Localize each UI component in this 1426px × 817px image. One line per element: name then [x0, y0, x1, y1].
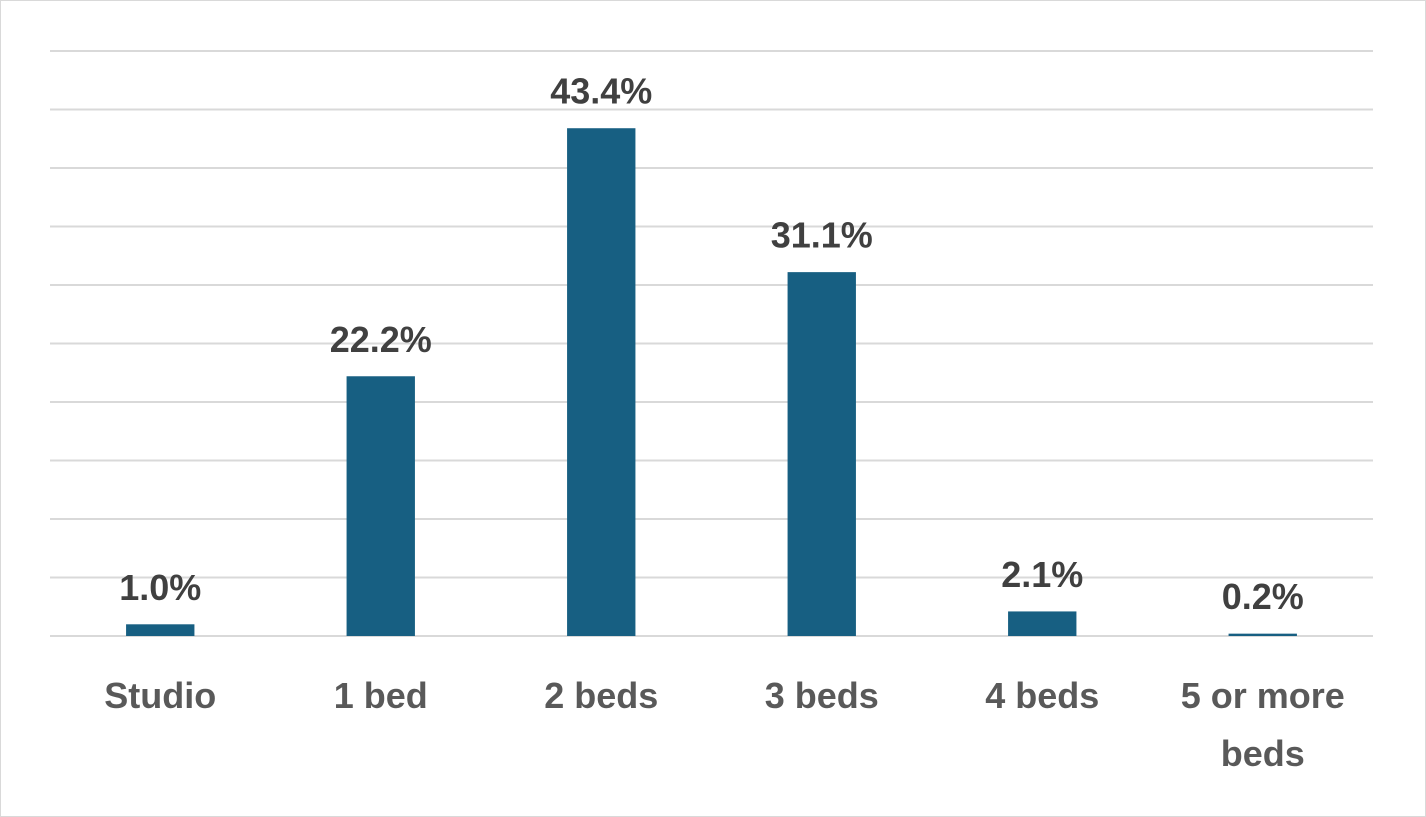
- x-tick-label: Studio: [104, 675, 217, 716]
- bar: [1008, 611, 1077, 636]
- bar: [1228, 633, 1297, 636]
- x-tick-label: 3 beds: [764, 675, 879, 716]
- x-tick-label: 2 beds: [544, 675, 659, 716]
- data-label: 22.2%: [330, 319, 432, 360]
- data-label: 1.0%: [119, 567, 201, 608]
- bar: [567, 128, 636, 636]
- x-tick-label: 1 bed: [333, 675, 428, 716]
- bar: [126, 624, 195, 636]
- x-tick-label: 4 beds: [985, 675, 1100, 716]
- bar: [787, 272, 856, 636]
- data-label: 0.2%: [1222, 576, 1304, 617]
- data-label: 43.4%: [550, 71, 652, 112]
- x-tick-label: 5 or more beds: [1180, 675, 1345, 774]
- bar: [346, 376, 415, 636]
- data-label: 2.1%: [1001, 554, 1083, 595]
- data-label: 31.1%: [771, 215, 873, 256]
